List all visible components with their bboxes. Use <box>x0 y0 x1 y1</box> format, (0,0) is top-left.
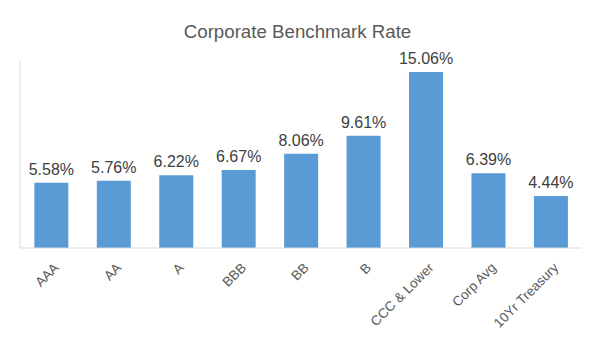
svg-text:5.58%: 5.58% <box>29 161 74 178</box>
svg-text:BB: BB <box>288 260 311 283</box>
svg-text:CCC & Lower: CCC & Lower <box>368 260 437 329</box>
svg-text:15.06%: 15.06% <box>399 50 453 67</box>
svg-text:4.44%: 4.44% <box>528 174 573 191</box>
svg-text:Corp Avg: Corp Avg <box>449 260 499 310</box>
svg-text:B: B <box>357 260 374 277</box>
svg-text:A: A <box>170 260 187 277</box>
svg-text:BBB: BBB <box>219 260 249 290</box>
svg-text:6.22%: 6.22% <box>154 153 199 170</box>
html-text:Corporate Benchmark Rate: Corporate Benchmark Rate <box>183 21 412 42</box>
svg-text:6.39%: 6.39% <box>466 151 511 168</box>
svg-text:5.76%: 5.76% <box>91 159 136 176</box>
svg-text:10Yr Treasury: 10Yr Treasury <box>491 260 562 331</box>
svg-text:AAA: AAA <box>32 260 62 290</box>
svg-text:9.61%: 9.61% <box>341 114 386 131</box>
svg-text:AA: AA <box>101 260 124 283</box>
svg-text:8.06%: 8.06% <box>278 132 323 149</box>
svg-text:6.67%: 6.67% <box>216 148 261 165</box>
